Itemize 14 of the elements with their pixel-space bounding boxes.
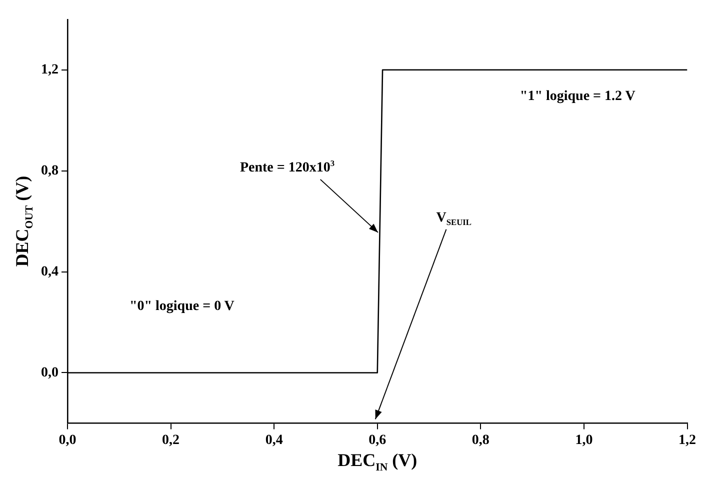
y-axis-title: DECOUT (V) <box>12 176 36 267</box>
y-tick-label: 1,2 <box>41 62 58 78</box>
y-tick-label: 0,4 <box>41 264 58 280</box>
x-tick-label: 0,4 <box>265 433 283 448</box>
x-tick-label: 1,2 <box>678 433 696 448</box>
x-tick-label: 0,2 <box>162 433 180 448</box>
x-tick-label: 1,0 <box>575 433 593 448</box>
annotation: "1" logique = 1.2 V <box>520 89 636 104</box>
x-tick-label: 0,0 <box>58 433 76 448</box>
annotation: "0" logique = 0 V <box>129 299 234 314</box>
y-tick-label: 0,0 <box>41 365 58 380</box>
x-tick-label: 0,8 <box>472 433 490 448</box>
y-tick-label: 0,8 <box>41 163 58 178</box>
x-tick-label: 0,6 <box>368 433 386 448</box>
